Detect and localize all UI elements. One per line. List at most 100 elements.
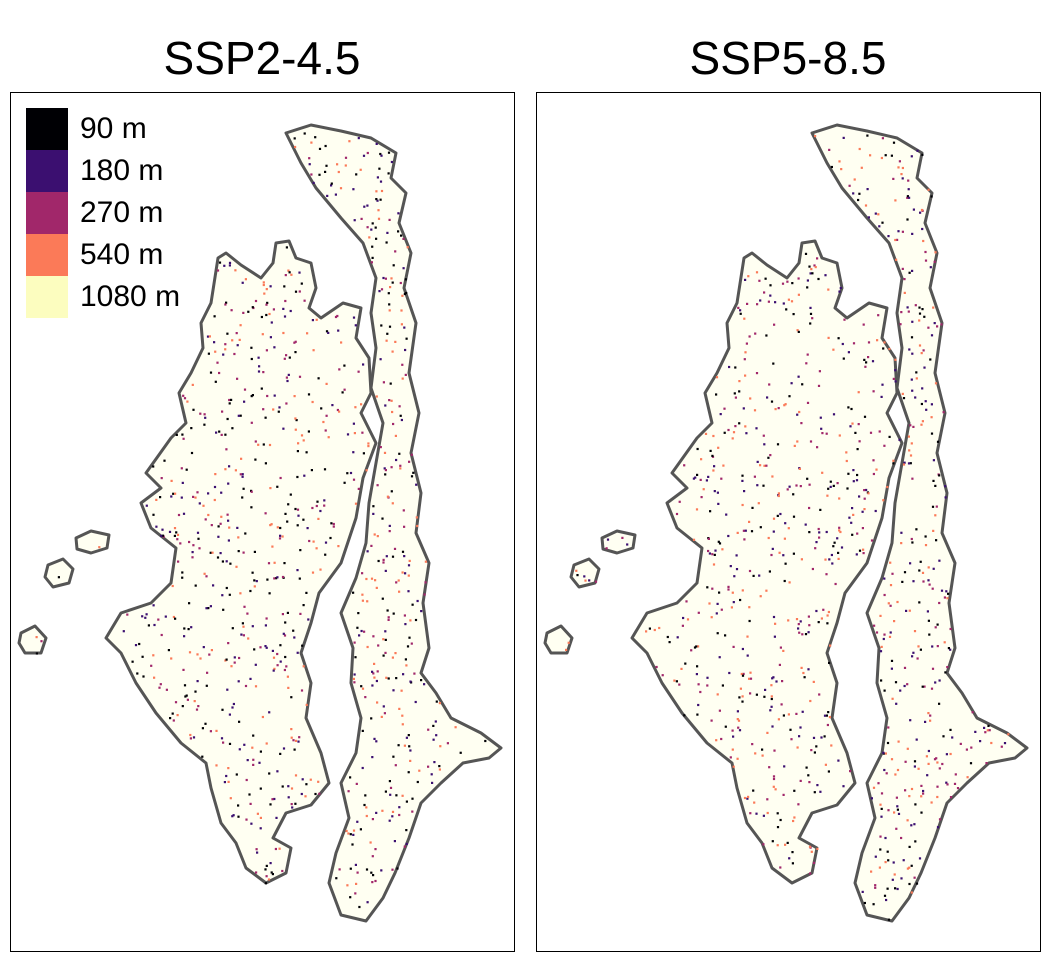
raster-cell	[268, 592, 271, 595]
raster-cell	[828, 148, 831, 151]
raster-cell	[869, 431, 873, 434]
raster-cell	[913, 823, 916, 826]
raster-cell	[364, 794, 367, 797]
raster-cell	[898, 438, 901, 441]
raster-cell	[867, 341, 871, 344]
raster-cell	[385, 339, 388, 342]
raster-cell	[160, 633, 163, 637]
raster-cell	[934, 681, 937, 684]
raster-cell	[797, 375, 800, 378]
raster-cell	[718, 656, 721, 659]
raster-cell	[282, 427, 285, 430]
raster-cell	[987, 724, 990, 727]
raster-cell	[221, 560, 224, 563]
raster-cell	[720, 477, 723, 480]
raster-cell	[266, 301, 269, 304]
raster-cell	[720, 737, 723, 741]
raster-cell	[281, 575, 285, 579]
raster-cell	[352, 316, 356, 319]
raster-cell	[188, 540, 191, 544]
raster-cell	[355, 782, 358, 785]
raster-cell	[236, 526, 239, 529]
raster-cell	[361, 687, 365, 690]
raster-cell	[392, 689, 395, 692]
raster-cell	[306, 527, 309, 530]
raster-cell	[852, 513, 855, 516]
raster-cell	[302, 518, 305, 521]
raster-cell	[278, 537, 282, 540]
raster-cell	[332, 522, 335, 526]
raster-cell	[294, 417, 297, 420]
raster-cell	[900, 877, 903, 880]
raster-cell	[873, 624, 876, 627]
raster-cell	[772, 676, 775, 679]
raster-cell	[818, 370, 821, 373]
raster-cell	[787, 713, 790, 716]
raster-cell	[285, 402, 288, 405]
raster-cell	[927, 762, 930, 765]
raster-cell	[731, 748, 734, 751]
raster-cell	[286, 675, 289, 678]
raster-cell	[265, 875, 268, 878]
raster-cell	[239, 324, 242, 327]
raster-cell	[870, 539, 874, 542]
raster-cell	[866, 188, 869, 191]
raster-cell	[905, 609, 908, 612]
raster-cell	[772, 615, 776, 619]
raster-cell	[897, 740, 900, 743]
raster-cell	[392, 264, 395, 267]
raster-cell	[324, 170, 327, 173]
raster-cell	[883, 689, 886, 692]
raster-cell	[895, 258, 898, 261]
raster-cell	[257, 370, 261, 373]
raster-cell	[771, 840, 774, 843]
raster-cell	[387, 151, 391, 154]
raster-cell	[765, 334, 768, 337]
raster-cell	[176, 533, 180, 536]
raster-cell	[805, 362, 808, 365]
raster-cell	[974, 730, 977, 733]
raster-cell	[382, 276, 385, 280]
raster-cell	[826, 622, 829, 625]
raster-cell	[936, 785, 939, 788]
raster-cell	[397, 212, 400, 215]
raster-cell	[370, 261, 373, 264]
raster-cell	[810, 749, 813, 752]
raster-cell	[252, 734, 255, 737]
raster-cell	[296, 524, 299, 527]
raster-cell	[970, 746, 973, 749]
raster-cell	[924, 400, 927, 403]
raster-cell	[858, 192, 861, 195]
raster-cell	[951, 736, 954, 739]
raster-cell	[433, 761, 436, 764]
raster-cell	[891, 697, 894, 700]
raster-cell	[913, 630, 917, 633]
raster-cell	[187, 628, 190, 631]
raster-cell	[741, 674, 745, 677]
raster-cell	[238, 748, 241, 751]
raster-cell	[817, 277, 820, 281]
raster-cell	[874, 886, 877, 889]
raster-cell	[896, 887, 899, 891]
raster-cell	[788, 485, 791, 488]
raster-cell	[399, 467, 402, 470]
raster-cell	[916, 149, 919, 152]
raster-cell	[231, 339, 234, 342]
raster-cell	[743, 358, 746, 361]
raster-cell	[749, 677, 753, 680]
raster-cell	[165, 688, 168, 691]
raster-cell	[882, 347, 885, 350]
raster-cell	[375, 237, 378, 240]
raster-cell	[922, 789, 925, 793]
raster-cell	[239, 592, 242, 595]
raster-cell	[372, 635, 375, 638]
raster-cell	[721, 684, 724, 687]
raster-cell	[381, 597, 384, 600]
raster-cell	[879, 835, 882, 838]
raster-cell	[371, 818, 374, 821]
raster-cell	[145, 613, 148, 616]
raster-cell	[357, 487, 360, 490]
raster-cell	[415, 483, 418, 486]
raster-cell	[863, 497, 866, 500]
raster-cell	[267, 562, 271, 565]
